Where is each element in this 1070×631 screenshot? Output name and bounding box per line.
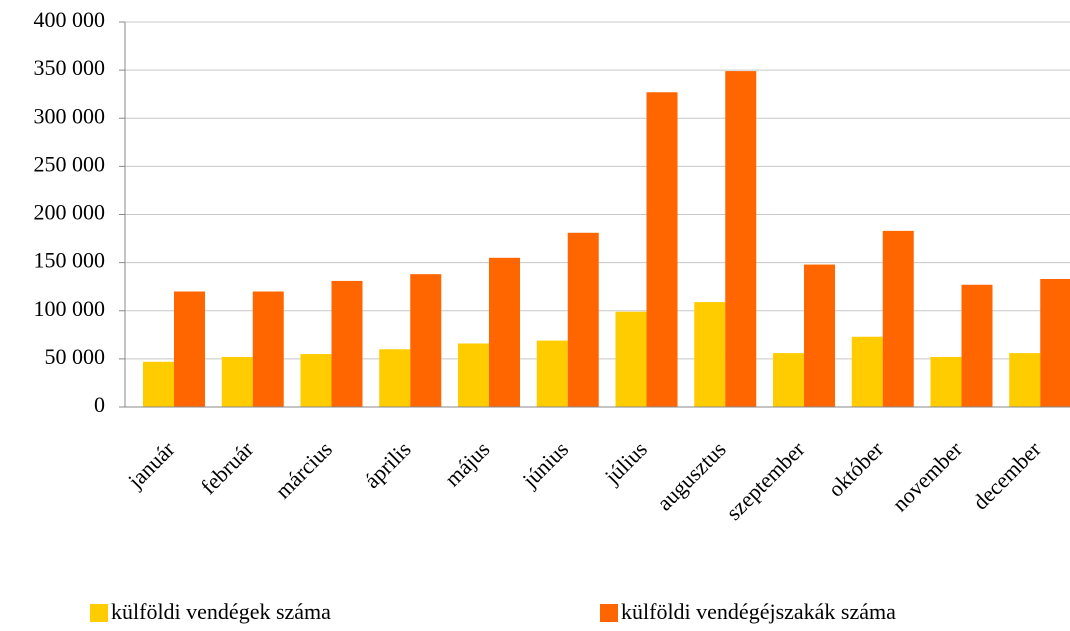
x-tick-label: szeptember: [721, 436, 810, 525]
y-tick-label: 250 000: [34, 151, 106, 176]
bar: [694, 302, 726, 407]
legend-label: külföldi vendégek száma: [111, 599, 331, 624]
bar: [300, 354, 332, 407]
bar: [1040, 278, 1070, 407]
x-tick-label: április: [359, 436, 416, 493]
bar: [410, 274, 442, 407]
bar: [1009, 353, 1041, 407]
bar: [221, 356, 253, 407]
bar: [567, 232, 599, 407]
y-tick-label: 400 000: [34, 7, 106, 32]
bar: [379, 349, 411, 407]
y-tick-label: 100 000: [34, 296, 106, 321]
bar: [458, 343, 489, 407]
bar: [804, 264, 835, 407]
y-tick-label: 350 000: [34, 55, 106, 80]
y-tick-label: 50 000: [45, 344, 106, 369]
y-tick-label: 300 000: [34, 103, 106, 128]
x-tick-label: augusztus: [652, 436, 731, 515]
x-tick-label: január: [122, 436, 180, 494]
y-tick-label: 0: [94, 392, 105, 417]
bar: [489, 257, 520, 407]
bar: [143, 361, 174, 407]
bar: [615, 311, 647, 407]
y-tick-label: 150 000: [34, 248, 106, 273]
x-tick-label: december: [968, 436, 1047, 515]
bar: [174, 291, 205, 407]
x-tick-label: július: [599, 436, 652, 489]
bar: [331, 280, 363, 407]
bar: [252, 291, 284, 407]
x-tick-label: március: [270, 436, 337, 503]
bar: [961, 284, 993, 407]
legend-swatch: [90, 604, 108, 622]
legend-label: külföldi vendégéjszakák száma: [621, 599, 896, 624]
bar: [851, 336, 883, 407]
bar: [773, 353, 804, 407]
x-tick-label: május: [440, 436, 495, 491]
y-tick-label: 200 000: [34, 200, 106, 225]
x-tick-label: február: [196, 436, 259, 499]
legend-swatch: [600, 604, 618, 622]
x-tick-label: október: [823, 436, 889, 502]
x-tick-label: november: [887, 436, 967, 516]
bar: [536, 340, 568, 407]
bar: [646, 92, 678, 407]
bar: [930, 356, 962, 407]
x-tick-label: június: [517, 436, 573, 492]
bar: [882, 230, 914, 407]
bar: [725, 71, 757, 408]
